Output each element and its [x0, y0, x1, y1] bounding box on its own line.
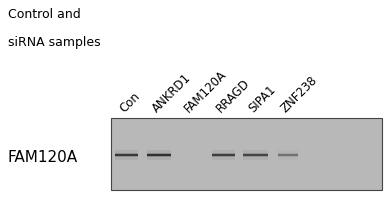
Bar: [147, 153, 171, 157]
Text: Control and: Control and: [8, 8, 81, 21]
Text: FAM120A: FAM120A: [182, 68, 229, 115]
Text: Con: Con: [117, 90, 143, 115]
Bar: [243, 153, 268, 157]
Bar: [212, 154, 235, 156]
Bar: [115, 153, 138, 157]
Bar: [111, 118, 382, 190]
Bar: [278, 153, 298, 157]
Text: FAM120A: FAM120A: [8, 150, 78, 164]
Text: siRNA samples: siRNA samples: [8, 36, 101, 49]
Bar: [115, 154, 138, 156]
Bar: [147, 150, 171, 160]
Bar: [243, 154, 268, 156]
Text: RRAGD: RRAGD: [214, 76, 253, 115]
Bar: [278, 150, 298, 160]
Bar: [212, 153, 235, 157]
Bar: [147, 154, 171, 156]
Bar: [243, 150, 268, 160]
Text: ZNF238: ZNF238: [278, 74, 320, 115]
Bar: [115, 150, 138, 160]
Bar: [278, 154, 298, 156]
Text: SIPA1: SIPA1: [246, 83, 278, 115]
Bar: [212, 150, 235, 160]
Text: ANKRD1: ANKRD1: [150, 71, 194, 115]
